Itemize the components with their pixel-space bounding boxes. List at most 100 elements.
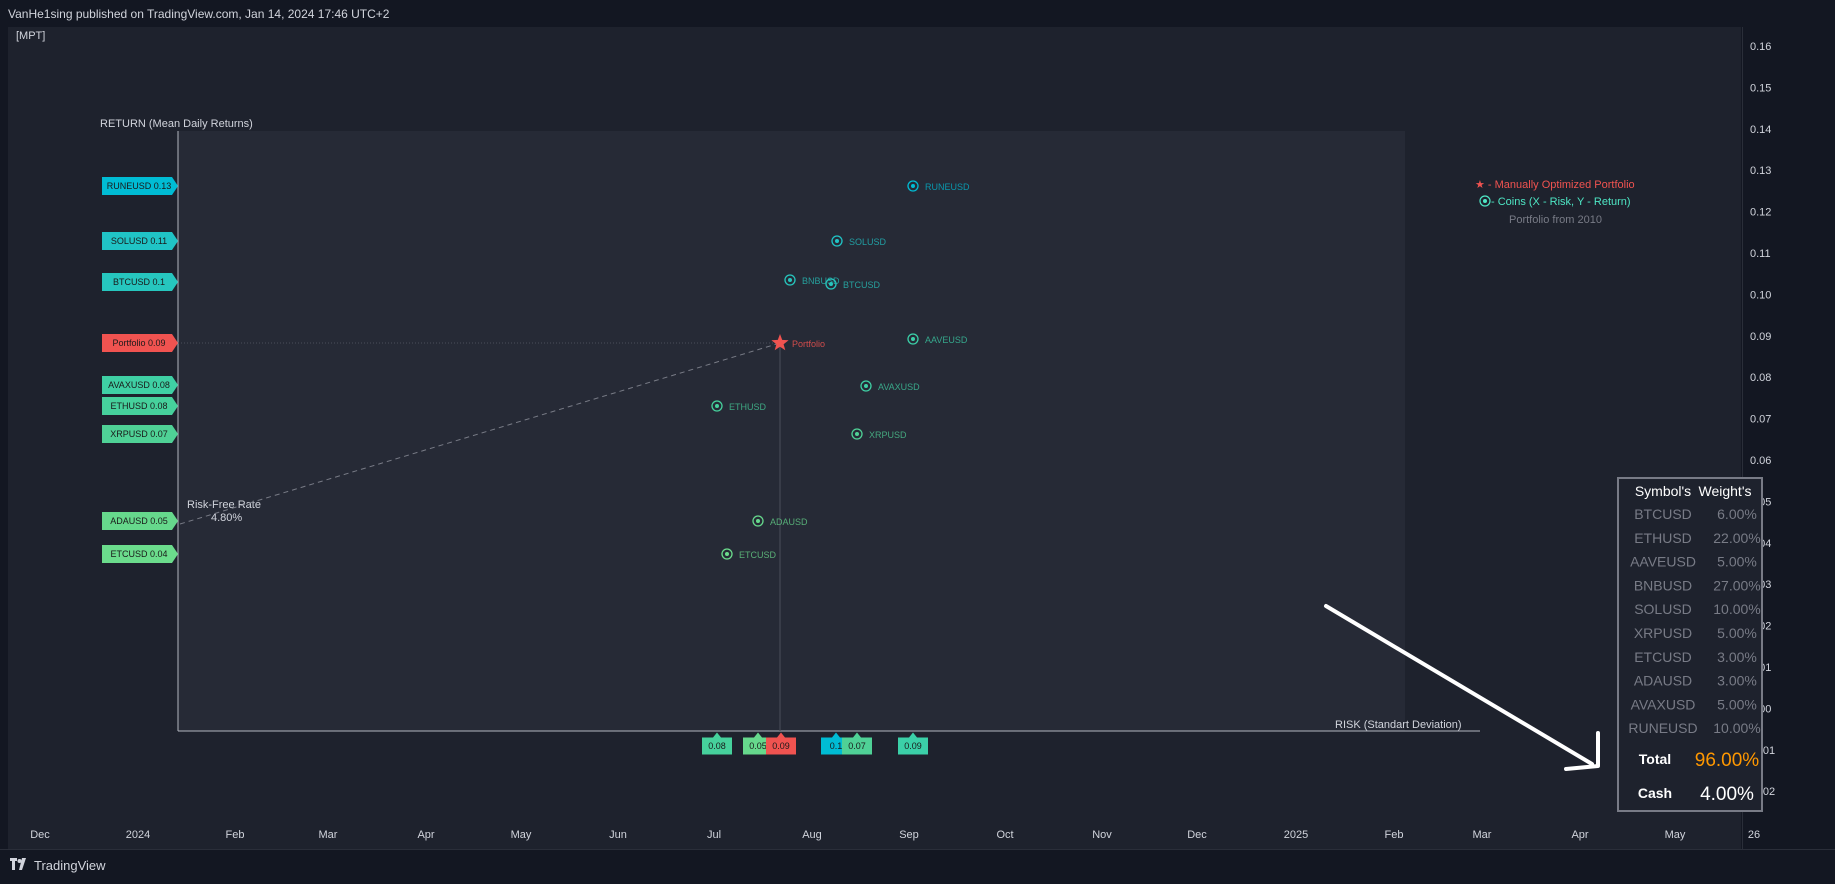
point-marker-dot — [725, 552, 729, 556]
table-cell-symbol: ETCUSD — [1634, 649, 1692, 665]
table-cell-symbol: ADAUSD — [1634, 673, 1692, 689]
point-marker-dot — [829, 282, 833, 286]
tag-text: 0.05 — [749, 741, 767, 751]
table-cell-weight: 5.00% — [1717, 625, 1757, 641]
table-header-weight: Weight's — [1699, 483, 1752, 499]
point-label: AVAXUSD — [878, 382, 920, 392]
legend-portfolio: ★ - Manually Optimized Portfolio — [1475, 179, 1635, 191]
time-tick: Mar — [319, 829, 338, 841]
tag-text: 0.09 — [772, 741, 790, 751]
table-cell-weight: 6.00% — [1717, 506, 1757, 522]
time-tick: May — [1665, 829, 1686, 841]
time-tick: Apr — [417, 829, 434, 841]
point-marker — [784, 274, 796, 286]
point-adausd[interactable]: ADAUSD — [752, 515, 808, 527]
point-marker — [752, 515, 764, 527]
risk-free-value: 4.80% — [211, 512, 242, 524]
time-tick: Apr — [1571, 829, 1588, 841]
weights-table: Symbol's Weight's BTCUSD 6.00% ETHUSD 22.00% A… — [1617, 477, 1763, 812]
y-tag-runeusd: RUNEUSD 0.13 — [102, 177, 178, 195]
point-marker-dot — [864, 384, 868, 388]
x-axis-label: RISK (Standart Deviation) — [1335, 719, 1462, 731]
y-tag-xrpusd: XRPUSD 0.07 — [102, 425, 178, 443]
time-tick: Feb — [226, 829, 245, 841]
price-tick: 0.11 — [1750, 248, 1771, 260]
point-label: ETCUSD — [739, 550, 777, 560]
price-tick: 0.08 — [1750, 372, 1771, 384]
table-row: ADAUSD 3.00% — [1634, 673, 1757, 689]
weights-table-frame — [1617, 477, 1763, 812]
point-marker — [831, 235, 843, 247]
table-row: BNBUSD 27.00% — [1634, 577, 1761, 593]
table-cell-symbol: BTCUSD — [1634, 506, 1692, 522]
point-btcusd[interactable]: BTCUSD — [825, 278, 881, 290]
tag-shape — [102, 425, 178, 443]
y-tag-solusd: SOLUSD 0.11 — [102, 232, 178, 250]
tag-text: 0.07 — [848, 741, 866, 751]
table-row: BTCUSD 6.00% — [1634, 506, 1757, 522]
time-tick: Nov — [1092, 829, 1112, 841]
point-label: ETHUSD — [729, 402, 767, 412]
tradingview-logo[interactable]: TradingView — [10, 858, 106, 873]
point-xrpusd[interactable]: XRPUSD — [851, 428, 907, 440]
table-row: ETCUSD 3.00% — [1634, 649, 1757, 665]
table-cell-weight: 10.00% — [1713, 720, 1760, 736]
time-tick: Jul — [707, 829, 721, 841]
tag-shape — [102, 273, 178, 291]
time-tick: Sep — [899, 829, 919, 841]
table-cell-weight: 10.00% — [1713, 601, 1760, 617]
point-bnbusd[interactable]: BNBUSD — [784, 274, 840, 286]
portfolio-point[interactable]: Portfolio — [771, 334, 825, 351]
table-cell-symbol: XRPUSD — [1634, 625, 1692, 641]
point-marker-dot — [756, 519, 760, 523]
table-row: RUNEUSD 10.00% — [1628, 720, 1760, 736]
point-ethusd[interactable]: ETHUSD — [711, 400, 767, 412]
x-tag-0: 0.08 — [702, 732, 732, 755]
x-tag-1: 0.05 — [743, 732, 773, 755]
table-row: SOLUSD 10.00% — [1634, 601, 1761, 617]
price-tick: 0.10 — [1750, 289, 1771, 301]
tag-shape — [102, 232, 178, 250]
table-cash-label: Cash — [1638, 785, 1672, 801]
y-tag-adausd: ADAUSD 0.05 — [102, 512, 178, 530]
point-label: XRPUSD — [869, 430, 907, 440]
plot-background — [178, 131, 1405, 731]
point-etcusd[interactable]: ETCUSD — [721, 548, 777, 560]
y-tag-btcusd: BTCUSD 0.1 — [102, 273, 178, 291]
time-tick: May — [511, 829, 532, 841]
tag-shape — [102, 397, 178, 415]
tag-text: 0.08 — [708, 741, 726, 751]
time-tick: 2025 — [1284, 829, 1308, 841]
point-label: ADAUSD — [770, 517, 808, 527]
tradingview-logo-icon — [10, 858, 28, 873]
tag-shape — [743, 732, 773, 755]
point-marker — [825, 278, 837, 290]
annotation-arrow-head — [1564, 731, 1600, 771]
portfolio-star-icon — [771, 334, 789, 351]
tag-text: ETCUSD 0.04 — [110, 549, 167, 559]
tag-shape — [842, 732, 872, 755]
tag-text: RUNEUSD 0.13 — [107, 181, 172, 191]
published-header: VanHe1sing published on TradingView.com,… — [0, 0, 1835, 26]
table-row: ETHUSD 22.00% — [1634, 530, 1761, 546]
time-tick: Mar — [1473, 829, 1492, 841]
time-tick: Oct — [996, 829, 1013, 841]
tag-shape — [898, 732, 928, 755]
point-avaxusd[interactable]: AVAXUSD — [860, 380, 920, 392]
table-cash-value: 4.00% — [1700, 784, 1754, 805]
point-marker — [907, 333, 919, 345]
table-row: AAVEUSD 5.00% — [1630, 554, 1757, 570]
point-runeusd[interactable]: RUNEUSD — [907, 180, 970, 192]
point-aaveusd[interactable]: AAVEUSD — [907, 333, 968, 345]
y-tag-avaxusd: AVAXUSD 0.08 — [102, 376, 178, 394]
table-cell-symbol: ETHUSD — [1634, 530, 1692, 546]
point-marker — [721, 548, 733, 560]
point-label: AAVEUSD — [925, 335, 968, 345]
tag-text: ETHUSD 0.08 — [110, 401, 167, 411]
table-cell-symbol: SOLUSD — [1634, 601, 1692, 617]
price-tick: 0.12 — [1750, 207, 1771, 219]
time-tick: Dec — [1187, 829, 1207, 841]
point-solusd[interactable]: SOLUSD — [831, 235, 887, 247]
table-cell-symbol: AVAXUSD — [1631, 696, 1696, 712]
